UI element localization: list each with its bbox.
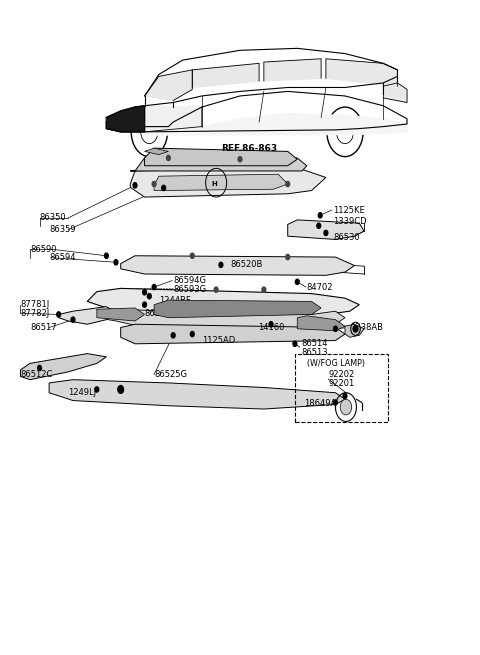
Circle shape — [340, 400, 352, 415]
Circle shape — [214, 287, 218, 292]
Circle shape — [353, 326, 358, 332]
Polygon shape — [264, 59, 321, 81]
Text: 86520B: 86520B — [230, 260, 263, 269]
Circle shape — [191, 331, 194, 337]
Circle shape — [143, 302, 146, 307]
Circle shape — [95, 387, 99, 392]
Polygon shape — [120, 324, 345, 344]
Polygon shape — [59, 307, 116, 324]
Text: 86512C: 86512C — [21, 370, 53, 379]
Text: 1244BF: 1244BF — [159, 295, 191, 305]
Text: 86350: 86350 — [39, 214, 66, 223]
Circle shape — [114, 259, 118, 265]
Text: 86594: 86594 — [49, 253, 76, 262]
Polygon shape — [144, 148, 168, 155]
Polygon shape — [144, 105, 202, 132]
Text: 92202: 92202 — [328, 370, 355, 379]
Circle shape — [269, 322, 273, 327]
Circle shape — [334, 400, 337, 405]
Polygon shape — [49, 380, 345, 409]
Polygon shape — [326, 59, 397, 86]
Polygon shape — [297, 316, 345, 331]
Polygon shape — [192, 64, 259, 88]
Circle shape — [71, 317, 75, 322]
Circle shape — [147, 293, 151, 299]
Polygon shape — [120, 255, 355, 275]
Circle shape — [37, 365, 41, 371]
Polygon shape — [345, 324, 364, 337]
Circle shape — [219, 262, 223, 267]
Circle shape — [324, 231, 328, 236]
Text: 86594G: 86594G — [173, 276, 206, 285]
Text: 1125KE: 1125KE — [333, 206, 365, 215]
Text: 1338AB: 1338AB — [350, 323, 383, 332]
Text: 86517: 86517 — [30, 323, 57, 332]
Circle shape — [191, 253, 194, 258]
Circle shape — [167, 155, 170, 160]
Circle shape — [317, 223, 321, 229]
Polygon shape — [21, 354, 107, 380]
Circle shape — [343, 394, 347, 399]
Polygon shape — [87, 288, 360, 316]
Circle shape — [162, 185, 166, 191]
Text: 1339CD: 1339CD — [333, 217, 367, 227]
Polygon shape — [144, 70, 192, 100]
Circle shape — [262, 287, 266, 292]
Text: 86593G: 86593G — [173, 285, 206, 294]
Polygon shape — [130, 158, 307, 171]
Circle shape — [118, 386, 123, 394]
Circle shape — [293, 341, 297, 346]
Polygon shape — [144, 113, 407, 135]
Text: REF.86-863: REF.86-863 — [221, 143, 277, 153]
Polygon shape — [97, 308, 144, 321]
Circle shape — [286, 181, 289, 187]
Circle shape — [57, 312, 60, 317]
Text: (W/FOG LAMP): (W/FOG LAMP) — [307, 359, 365, 368]
Polygon shape — [130, 168, 326, 197]
Circle shape — [152, 284, 156, 290]
Circle shape — [171, 333, 175, 338]
Polygon shape — [288, 220, 364, 240]
Text: 86513: 86513 — [301, 348, 328, 357]
Text: 86530: 86530 — [333, 233, 360, 242]
Circle shape — [152, 181, 156, 187]
Polygon shape — [144, 148, 297, 166]
Polygon shape — [154, 300, 321, 318]
Circle shape — [133, 183, 137, 188]
Text: 86514: 86514 — [301, 339, 327, 348]
Circle shape — [143, 290, 146, 295]
Text: 86359: 86359 — [49, 225, 76, 234]
Text: 18649A: 18649A — [304, 399, 336, 407]
Text: 87782J: 87782J — [21, 309, 50, 318]
Text: 92201: 92201 — [328, 379, 355, 388]
Circle shape — [334, 326, 337, 331]
Text: 87781J: 87781J — [21, 300, 50, 309]
Text: 1125AD: 1125AD — [202, 336, 235, 345]
Circle shape — [105, 253, 108, 258]
Text: 86525G: 86525G — [154, 370, 187, 379]
Circle shape — [318, 213, 322, 218]
Text: 1249LJ: 1249LJ — [68, 388, 96, 397]
Polygon shape — [383, 83, 407, 102]
Polygon shape — [107, 105, 144, 132]
Circle shape — [295, 279, 299, 284]
Polygon shape — [154, 174, 288, 191]
Text: 86590: 86590 — [30, 245, 57, 253]
Polygon shape — [97, 309, 345, 329]
Text: 84702: 84702 — [307, 282, 333, 291]
Text: 14160: 14160 — [258, 323, 285, 332]
Circle shape — [238, 157, 242, 162]
Circle shape — [286, 254, 289, 259]
Text: H: H — [211, 181, 216, 187]
Text: 86511A: 86511A — [144, 309, 177, 318]
